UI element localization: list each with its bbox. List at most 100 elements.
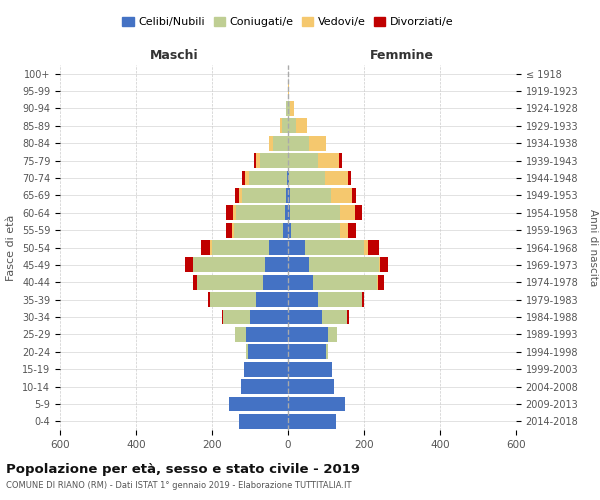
Bar <box>305 240 364 255</box>
Bar <box>236 206 285 220</box>
Bar <box>340 206 355 220</box>
Bar <box>285 206 288 220</box>
Bar <box>200 240 210 255</box>
Bar <box>352 188 356 202</box>
Bar <box>256 292 288 307</box>
Bar <box>260 153 288 168</box>
Bar <box>193 258 265 272</box>
Bar <box>288 188 290 202</box>
Bar <box>288 362 332 376</box>
Text: Maschi: Maschi <box>149 48 199 62</box>
Bar <box>309 258 379 272</box>
Bar <box>325 170 347 186</box>
Bar <box>269 240 288 255</box>
Bar <box>379 258 380 272</box>
Bar <box>288 101 290 116</box>
Bar <box>322 310 347 324</box>
Bar <box>377 275 378 289</box>
Bar <box>289 170 325 186</box>
Bar <box>288 153 319 168</box>
Bar <box>288 310 322 324</box>
Bar <box>283 222 288 238</box>
Bar <box>210 240 212 255</box>
Bar <box>288 379 334 394</box>
Bar <box>288 136 309 150</box>
Bar <box>185 258 193 272</box>
Bar <box>288 258 309 272</box>
Bar <box>380 258 388 272</box>
Bar <box>226 222 232 238</box>
Bar <box>309 136 326 150</box>
Bar <box>273 136 288 150</box>
Bar <box>326 344 328 359</box>
Bar <box>239 188 242 202</box>
Bar <box>221 310 223 324</box>
Bar <box>328 327 337 342</box>
Bar <box>368 240 379 255</box>
Bar <box>288 118 296 133</box>
Bar <box>246 327 288 342</box>
Bar <box>229 396 288 411</box>
Bar <box>286 101 288 116</box>
Bar <box>242 170 245 186</box>
Bar <box>340 153 343 168</box>
Bar <box>226 206 233 220</box>
Bar <box>197 275 263 289</box>
Bar <box>193 275 197 289</box>
Bar <box>286 188 288 202</box>
Bar <box>290 206 340 220</box>
Bar <box>313 275 377 289</box>
Bar <box>319 153 340 168</box>
Bar <box>265 258 288 272</box>
Bar <box>288 206 290 220</box>
Bar <box>283 118 288 133</box>
Bar <box>256 153 260 168</box>
Bar <box>280 118 283 133</box>
Bar <box>248 344 288 359</box>
Bar <box>246 344 248 359</box>
Bar <box>263 275 288 289</box>
Bar <box>288 240 305 255</box>
Y-axis label: Anni di nascita: Anni di nascita <box>588 209 598 286</box>
Bar <box>378 275 384 289</box>
Bar <box>340 222 348 238</box>
Bar <box>235 327 246 342</box>
Bar <box>347 170 352 186</box>
Bar <box>244 362 288 376</box>
Bar <box>288 327 328 342</box>
Bar <box>223 310 250 324</box>
Y-axis label: Fasce di età: Fasce di età <box>7 214 16 280</box>
Bar <box>249 170 287 186</box>
Bar <box>288 344 326 359</box>
Bar <box>355 206 362 220</box>
Text: Femmine: Femmine <box>370 48 434 62</box>
Bar <box>296 118 307 133</box>
Bar <box>242 188 286 202</box>
Bar <box>348 222 356 238</box>
Text: COMUNE DI RIANO (RM) - Dati ISTAT 1° gennaio 2019 - Elaborazione TUTTITALIA.IT: COMUNE DI RIANO (RM) - Dati ISTAT 1° gen… <box>6 481 352 490</box>
Bar <box>347 310 349 324</box>
Bar <box>232 222 234 238</box>
Bar <box>288 222 291 238</box>
Bar <box>288 170 289 186</box>
Bar <box>254 153 256 168</box>
Bar <box>234 222 283 238</box>
Bar <box>269 136 273 150</box>
Bar <box>210 292 256 307</box>
Bar <box>208 292 210 307</box>
Bar <box>233 206 236 220</box>
Bar <box>364 240 368 255</box>
Bar <box>245 170 249 186</box>
Text: Popolazione per età, sesso e stato civile - 2019: Popolazione per età, sesso e stato civil… <box>6 462 360 475</box>
Bar <box>241 379 288 394</box>
Bar <box>288 292 319 307</box>
Bar <box>288 414 335 428</box>
Bar <box>290 101 294 116</box>
Bar <box>290 188 331 202</box>
Bar <box>239 414 288 428</box>
Bar <box>288 275 313 289</box>
Bar <box>250 310 288 324</box>
Bar <box>288 396 345 411</box>
Bar <box>362 292 364 307</box>
Bar <box>287 170 288 186</box>
